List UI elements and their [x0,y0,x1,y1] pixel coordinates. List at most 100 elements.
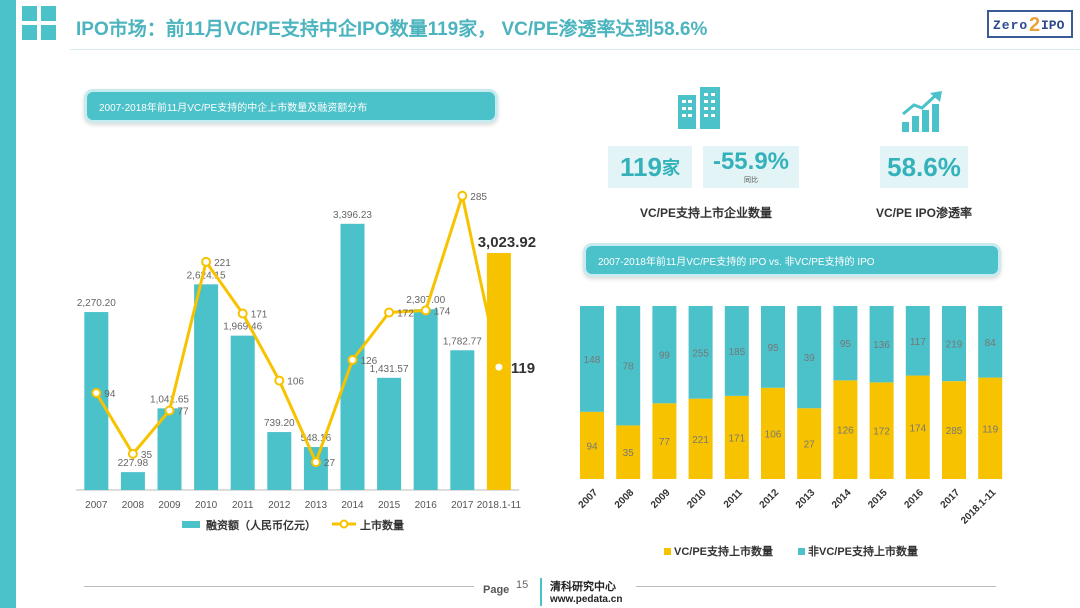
legend-non-vcpe-swatch [798,548,805,555]
non-vcpe-value-label: 219 [946,340,963,351]
ipo-count-label: 172 [397,308,414,319]
x-tick-label: 2009 [158,500,181,511]
non-vcpe-value-label: 136 [873,340,890,351]
ipo-count-point [237,308,248,319]
legend-vcpe-swatch [664,548,671,555]
funding-bar [413,309,438,490]
vcpe-bar-segment [652,403,677,479]
non-vcpe-bar-segment [978,306,1003,378]
non-vcpe-bar-segment [942,306,966,382]
funding-bar [377,377,402,490]
funding-bar-label: 1,969.46 [223,322,262,333]
x-tick-label: 2007 [577,487,601,511]
non-vcpe-bar-segment [869,306,894,383]
x-tick-label: 2013 [305,500,328,511]
ipo-count-label: 174 [434,306,451,317]
non-vcpe-bar-segment [616,306,641,426]
ipo-count-box: 119 家 [608,146,692,188]
x-tick-label: 2017 [451,500,474,511]
funding-bar [267,432,292,490]
x-tick-label: 2018.1-11 [477,500,522,511]
x-tick-label: 2015 [866,487,890,511]
vcpe-value-label: 172 [873,427,890,438]
funding-bar-label: 227.98 [118,458,149,469]
funding-bar-label: 548.16 [301,433,332,444]
zero2ipo-logo: Zero 2 IPO [987,10,1073,38]
non-vcpe-value-label: 99 [659,351,671,362]
right-chart-banner: 2007-2018年前11月VC/PE支持的 IPO vs. 非VC/PE支持的… [583,243,1001,277]
x-tick-label: 2011 [232,500,254,511]
ipo-count-label: 27 [324,458,336,469]
non-vcpe-bar-segment [905,306,930,376]
non-vcpe-value-label: 78 [623,362,635,373]
funding-bar [303,447,328,490]
x-tick-label: 2016 [415,500,438,511]
page-title: IPO市场：前11月VC/PE支持中企IPO数量119家， VC/PE渗透率达到… [76,19,708,40]
x-tick-label: 2010 [195,500,218,511]
non-vcpe-bar-segment [724,306,749,396]
funding-bar-label: 1,041.65 [150,394,189,405]
vcpe-bar-segment [761,387,785,479]
non-vcpe-value-label: 255 [692,348,709,359]
vcpe-bar-segment [724,395,749,479]
non-vcpe-value-label: 185 [728,347,745,358]
vcpe-bar-segment [797,408,822,479]
logo-number: 2 [1029,14,1041,36]
x-tick-label: 2009 [649,487,673,511]
legend-funding-label: 融资额（人民币亿元） [206,518,316,532]
vcpe-bar-segment [978,377,1003,479]
funding-bar-label: 2,624.15 [187,270,226,281]
ipo-count-label: 126 [361,356,378,367]
ipo-count-label: 221 [214,258,231,269]
legend-ipo-label: 上市数量 [360,518,404,532]
non-vcpe-value-label: 148 [584,355,601,366]
non-vcpe-value-label: 95 [767,343,779,354]
funding-bar [450,350,475,490]
logo-text-right: IPO [1041,18,1065,33]
funding-bar-label: 2,307.00 [406,295,445,306]
x-tick-label: 2008 [613,487,637,511]
yoy-change-value: -55.9% [712,148,790,175]
funding-bar-label: 1,431.57 [370,364,409,375]
funding-bar [120,472,145,490]
footer-page-number: 15 [516,579,529,591]
corner-decoration [22,6,60,44]
legend-funding-swatch [182,521,200,528]
vcpe-value-label: 126 [837,426,854,437]
x-tick-label: 2015 [378,500,401,511]
vcpe-bar-segment [688,398,713,479]
x-tick-label: 2018.1-11 [959,487,999,527]
non-vcpe-bar-segment [652,306,677,404]
footer-separator [540,578,542,606]
vcpe-value-label: 285 [946,426,963,437]
vcpe-value-label: 221 [692,435,709,446]
left-chart-title: 2007-2018年前11月VC/PE支持的中企上市数量及融资额分布 [99,102,368,114]
funding-bar-label: 739.20 [264,418,295,429]
non-vcpe-value-label: 84 [985,338,997,349]
title-divider [70,49,1080,50]
funding-bar [230,335,255,490]
funding-bar [194,284,219,490]
x-tick-label: 2012 [268,500,291,511]
footer-divider-left [84,586,474,587]
x-tick-label: 2012 [758,487,782,511]
vcpe-bar-segment [580,411,604,479]
vcpe-value-label: 27 [804,440,816,451]
non-vcpe-bar-segment [833,306,858,381]
penetration-box: 58.6% [880,146,968,188]
ipo-count-label: 285 [470,192,487,203]
funding-bar [84,312,109,490]
legend-vcpe-label: VC/PE支持上市数量 [674,544,773,558]
non-vcpe-value-label: 39 [804,353,816,364]
ipo-count-value: 119 [620,151,662,182]
x-tick-label: 2017 [939,487,963,511]
vcpe-value-label: 35 [623,448,635,459]
x-tick-label: 2008 [122,500,145,511]
funding-bar [486,252,511,490]
funding-ipo-combo-chart: 2,270.20 2007 227.98 2008 1,041.65 2009 2,624.… [76,189,536,532]
ipo-count-point [201,256,212,267]
vcpe-bar-segment [942,381,966,479]
x-tick-label: 2014 [830,487,854,511]
left-chart-banner: 2007-2018年前11月VC/PE支持的中企上市数量及融资额分布 [84,89,498,123]
funding-bar-label: 3,023.92 [478,234,536,251]
